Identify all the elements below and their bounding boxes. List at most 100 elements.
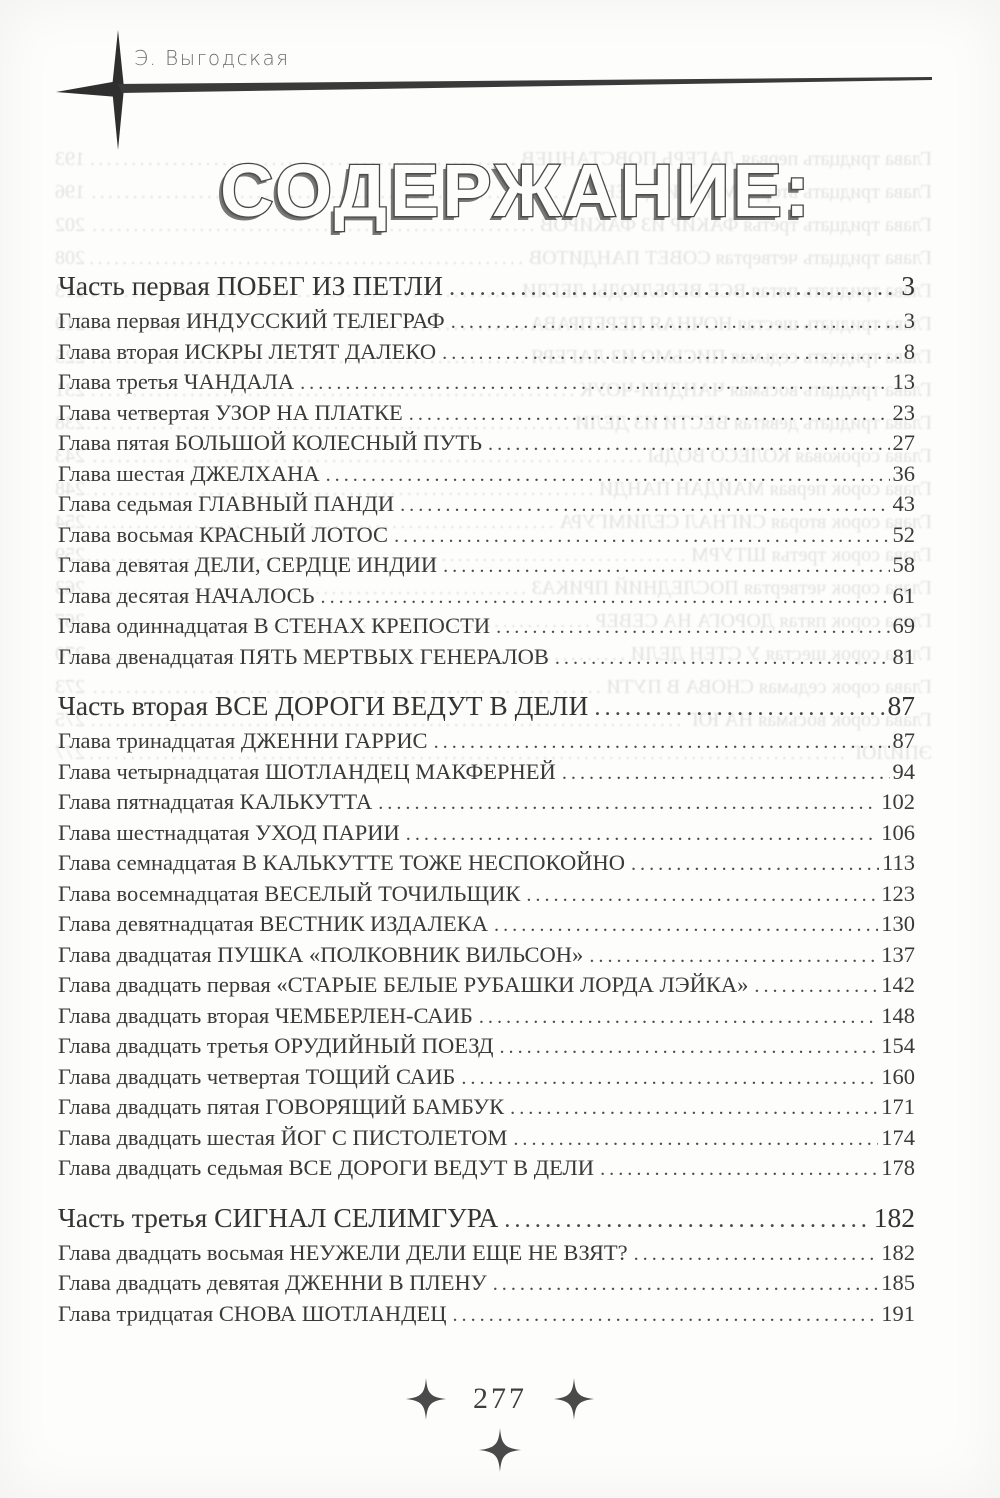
toc-row: Глава двенадцатая ПЯТЬ МЕРТВЫХ ГЕНЕРАЛОВ… xyxy=(58,642,915,673)
toc-entry-label: Глава пятая БОЛЬШОЙ КОЛЕСНЫЙ ПУТЬ xyxy=(58,430,482,455)
toc-row: Глава двадцать первая «СТАРЫЕ БЕЛЫЕ РУБА… xyxy=(58,970,915,1001)
toc-entry-page: 148 xyxy=(881,1002,915,1028)
toc-row: Глава семнадцатая В КАЛЬКУТТЕ ТОЖЕ НЕСПО… xyxy=(58,848,915,879)
toc-row: Глава вторая ИСКРЫ ЛЕТЯТ ДАЛЕКО ........… xyxy=(58,337,915,368)
toc-entry-label: Глава первая ИНДУССКИЙ ТЕЛЕГРАФ xyxy=(58,308,445,333)
toc-entry-label: Часть третья СИГНАЛ СЕЛИМГУРА xyxy=(58,1201,499,1233)
dot-leader: ........................................… xyxy=(589,944,879,967)
toc-entry-page: 58 xyxy=(892,552,916,577)
dot-leader: ........................................… xyxy=(510,1097,878,1119)
toc-entry-page: 36 xyxy=(892,460,916,486)
toc-entry-page: 142 xyxy=(881,972,915,997)
dot-leader: ........................................… xyxy=(325,463,890,486)
toc-entry-page: 106 xyxy=(881,819,915,845)
toc-entry-label: Глава двенадцатая ПЯТЬ МЕРТВЫХ ГЕНЕРАЛОВ xyxy=(58,643,549,669)
toc-row: Глава седьмая ГЛАВНЫЙ ПАНДИ ............… xyxy=(58,489,915,520)
toc-entry-label: Глава пятнадцатая КАЛЬКУТТА xyxy=(58,789,373,814)
dot-leader: ........................................… xyxy=(448,274,898,301)
dot-leader: ........................................… xyxy=(492,1273,879,1295)
toc-entry-page: 191 xyxy=(881,1300,915,1326)
dot-leader: ........................................… xyxy=(513,1127,878,1150)
toc-entry-label: Глава двадцать третья ОРУДИЙНЫЙ ПОЕЗД xyxy=(58,1033,494,1058)
header-star-ornament-icon xyxy=(56,30,932,150)
toc-entry-page: 182 xyxy=(881,1239,915,1265)
toc-entry-page: 13 xyxy=(892,369,916,394)
toc-row: Глава тридцатая СНОВА ШОТЛАНДЕЦ ........… xyxy=(58,1299,915,1330)
toc-row: Часть первая ПОБЕГ ИЗ ПЕТЛИ ............… xyxy=(58,266,915,306)
toc-entry-page: 87 xyxy=(887,690,916,721)
toc-entry-label: Глава одиннадцатая В СТЕНАХ КРЕПОСТИ xyxy=(58,613,491,638)
toc-row: Глава пятая БОЛЬШОЙ КОЛЕСНЫЙ ПУТЬ ......… xyxy=(58,428,915,459)
toc-entry-page: 130 xyxy=(881,911,915,936)
toc-entry-page: 94 xyxy=(892,758,916,784)
dot-leader: ........................................… xyxy=(594,694,884,721)
toc-entry-page: 113 xyxy=(882,850,915,875)
toc-entry-label: Глава двадцать первая «СТАРЫЕ БЕЛЫЕ РУБА… xyxy=(58,972,749,997)
dot-leader: ........................................… xyxy=(504,1205,871,1233)
toc-entry-page: 3 xyxy=(901,270,915,301)
page-number: 277 xyxy=(473,1382,527,1415)
toc-entry-label: Глава десятая НАЧАЛОСЬ xyxy=(58,582,315,608)
toc-entry-label: Глава четырнадцатая ШОТЛАНДЕЦ МАКФЕРНЕЙ xyxy=(58,758,556,784)
dot-leader: ........................................… xyxy=(499,1036,878,1058)
toc-entry-page: 182 xyxy=(873,1201,915,1233)
toc-entry-page: 202 xyxy=(55,214,85,236)
footer-star-left-icon xyxy=(405,1378,447,1420)
toc-entry-page: 196 xyxy=(55,181,85,203)
toc-entry-label: Глава двадцатая ПУШКА «ПОЛКОВНИК ВИЛЬСОН… xyxy=(58,941,584,967)
toc-entry-label: Глава двадцать вторая ЧЕМБЕРЛЕН-САИБ xyxy=(58,1002,473,1028)
toc-entry-label: Глава двадцать седьмая ВСЕ ДОРОГИ ВЕДУТ … xyxy=(58,1155,595,1180)
toc-entry-page: 123 xyxy=(881,880,915,906)
toc-row: Глава девятая ДЕЛИ, СЕРДЦЕ ИНДИИ .......… xyxy=(58,550,915,581)
toc-entry-page: 52 xyxy=(892,521,916,547)
footer-star-right-icon xyxy=(553,1378,595,1420)
contents-title: СОДЕРЖАНИЕ: xyxy=(219,148,813,234)
toc-row: Глава третья ЧАНДАЛА ...................… xyxy=(58,367,915,398)
toc-row: Глава двадцать восьмая НЕУЖЕЛИ ДЕЛИ ЕЩЕ … xyxy=(58,1238,915,1269)
toc-entry-label: Глава вторая ИСКРЫ ЛЕТЯТ ДАЛЕКО xyxy=(58,338,437,364)
toc-entry-label: Глава седьмая ГЛАВНЫЙ ПАНДИ xyxy=(58,491,395,516)
toc-row: Глава шестнадцатая УХОД ПАРИИ ..........… xyxy=(58,818,915,849)
dot-leader: ........................................… xyxy=(452,1303,879,1326)
toc-entry-label: Глава двадцать девятая ДЖЕННИ В ПЛЕНУ xyxy=(58,1270,487,1295)
toc-row: Глава двадцать пятая ГОВОРЯЩИЙ БАМБУК ..… xyxy=(58,1092,915,1123)
toc-row: Глава четвертая УЗОР НА ПЛАТКЕ .........… xyxy=(58,398,915,429)
toc-entry-label: Глава семнадцатая В КАЛЬКУТТЕ ТОЖЕ НЕСПО… xyxy=(58,850,625,875)
toc-row: Глава десятая НАЧАЛОСЬ .................… xyxy=(58,581,915,612)
toc-entry-page: 61 xyxy=(892,582,916,608)
toc-row: Глава двадцать четвертая ТОЩИЙ САИБ ....… xyxy=(58,1062,915,1093)
toc-entry-label: Глава четвертая УЗОР НА ПЛАТКЕ xyxy=(58,399,403,425)
dot-leader: ........................................… xyxy=(554,646,890,669)
toc-row: Часть вторая ВСЕ ДОРОГИ ВЕДУТ В ДЕЛИ ...… xyxy=(58,686,915,726)
toc-entry-label: Глава восемнадцатая ВЕСЕЛЫЙ ТОЧИЛЬЩИК xyxy=(58,880,521,906)
toc-row: Глава первая ИНДУССКИЙ ТЕЛЕГРАФ ........… xyxy=(58,306,915,337)
dot-leader: ........................................… xyxy=(442,341,901,364)
dot-leader: ........................................… xyxy=(494,914,878,936)
toc-entry-page: 154 xyxy=(881,1033,915,1058)
dot-leader: ........................................… xyxy=(433,731,890,753)
toc-row: Глава пятнадцатая КАЛЬКУТТА ............… xyxy=(58,787,915,818)
toc-entry-label: Глава шестнадцатая УХОД ПАРИИ xyxy=(58,819,400,845)
toc-row: Глава двадцатая ПУШКА «ПОЛКОВНИК ВИЛЬСОН… xyxy=(58,940,915,971)
dot-leader: ........................................… xyxy=(408,402,890,425)
toc-entry-page: 3 xyxy=(903,308,915,333)
dot-leader: ........................................… xyxy=(443,555,890,577)
dot-leader: ........................................… xyxy=(754,975,878,997)
toc-entry-page: 137 xyxy=(881,941,915,967)
toc-entry-label: Глава тринадцатая ДЖЕННИ ГАРРИС xyxy=(58,728,428,753)
dot-leader: ........................................… xyxy=(394,524,890,547)
dot-leader: ........................................… xyxy=(630,853,879,875)
dot-leader: ........................................… xyxy=(600,1158,878,1180)
toc-entry-label: Глава шестая ДЖЕЛХАНА xyxy=(58,460,320,486)
toc-entry-label: Глава восьмая КРАСНЫЙ ЛОТОС xyxy=(58,521,389,547)
toc-entry-label: Часть вторая ВСЕ ДОРОГИ ВЕДУТ В ДЕЛИ xyxy=(58,690,589,721)
toc-entry-label: Глава двадцать восьмая НЕУЖЕЛИ ДЕЛИ ЕЩЕ … xyxy=(58,1239,628,1265)
toc-entry-label: Глава двадцать пятая ГОВОРЯЩИЙ БАМБУК xyxy=(58,1094,505,1119)
dot-leader: ........................................… xyxy=(378,792,878,814)
toc-entry-page: 185 xyxy=(881,1270,915,1295)
toc-row: Глава девятнадцатая ВЕСТНИК ИЗДАЛЕКА ...… xyxy=(58,909,915,940)
dot-leader: ........................................… xyxy=(526,883,879,906)
toc-entry-label: Глава тридцатая СНОВА ШОТЛАНДЕЦ xyxy=(58,1300,447,1326)
toc-row: Глава четырнадцатая ШОТЛАНДЕЦ МАКФЕРНЕЙ … xyxy=(58,757,915,788)
